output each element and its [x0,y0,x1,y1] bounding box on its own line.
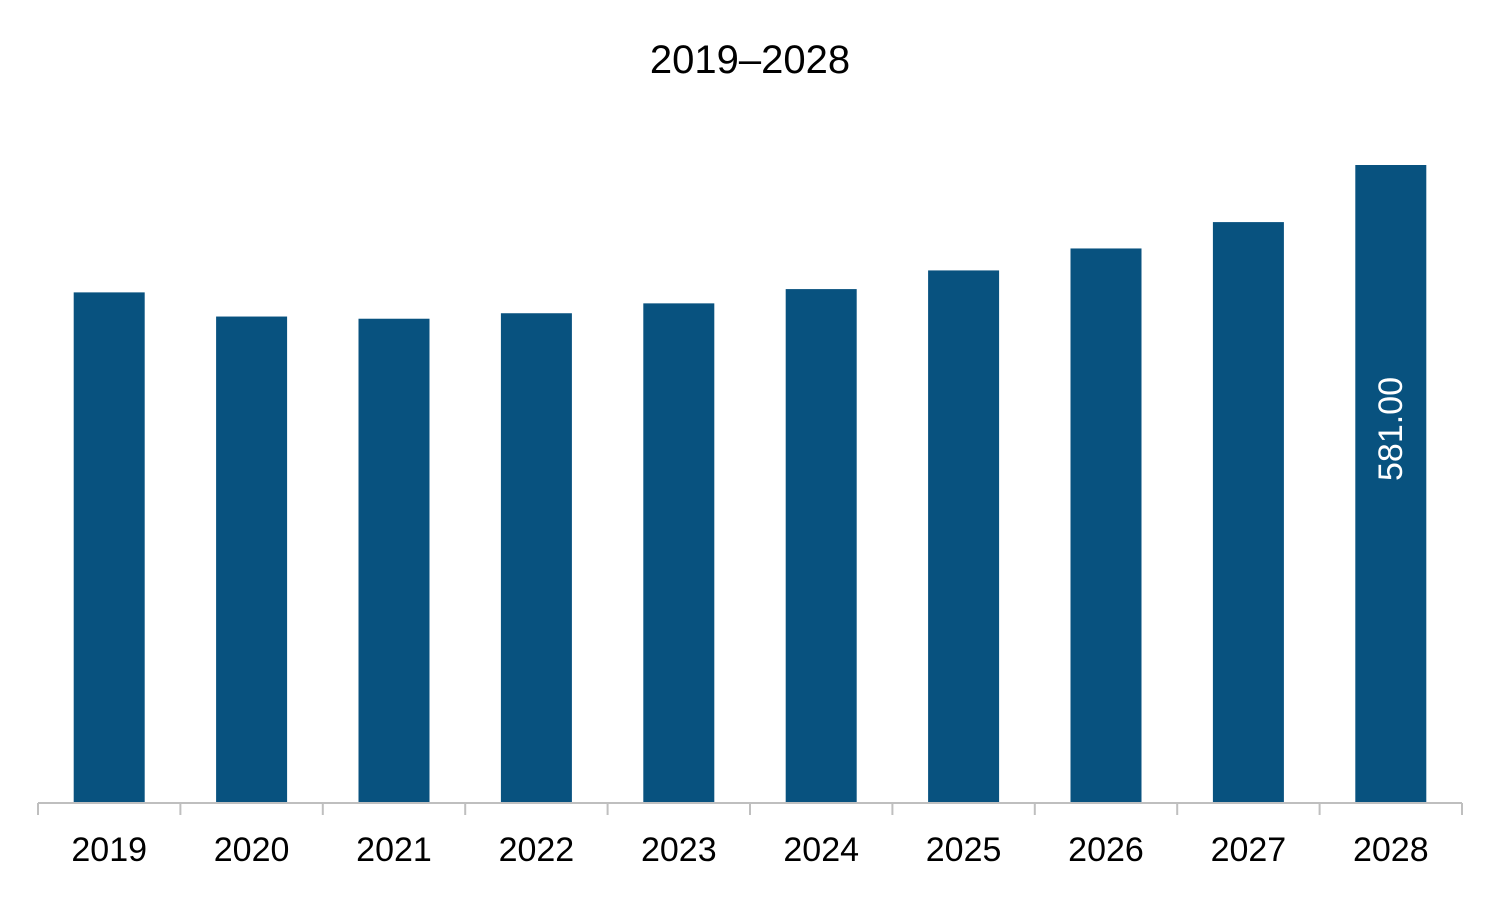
x-tick-label-2028: 2028 [1353,831,1429,869]
data-label-2028: 581.00 [1372,377,1410,481]
bar-2019 [73,292,145,803]
x-tick-label-2020: 2020 [214,831,290,869]
x-tick-label-2019: 2019 [71,831,147,869]
x-tick-label-2026: 2026 [1068,831,1144,869]
bar-2020 [216,316,288,803]
bars-group: 581.00 [73,165,1427,804]
x-tick-label-2027: 2027 [1211,831,1287,869]
bar-2028 [1355,165,1427,803]
bar-2024 [785,289,857,804]
chart-title: 2019–2028 [650,38,850,82]
bar-2022 [500,313,572,803]
x-tick-label-2025: 2025 [926,831,1002,869]
bar-2026 [1070,248,1142,803]
bar-2025 [928,270,1000,803]
bar-2021 [358,318,430,803]
x-tick-label-2021: 2021 [356,831,432,869]
x-tick-labels: 2019 2020 2021 2022 2023 2024 2025 2026 2027 2028 [71,831,1428,869]
x-tick-label-2024: 2024 [783,831,859,869]
x-tick-label-2022: 2022 [499,831,575,869]
bar-2027 [1212,222,1284,804]
x-tick-label-2023: 2023 [641,831,717,869]
x-axis [37,802,1463,815]
bar-2023 [643,303,715,803]
